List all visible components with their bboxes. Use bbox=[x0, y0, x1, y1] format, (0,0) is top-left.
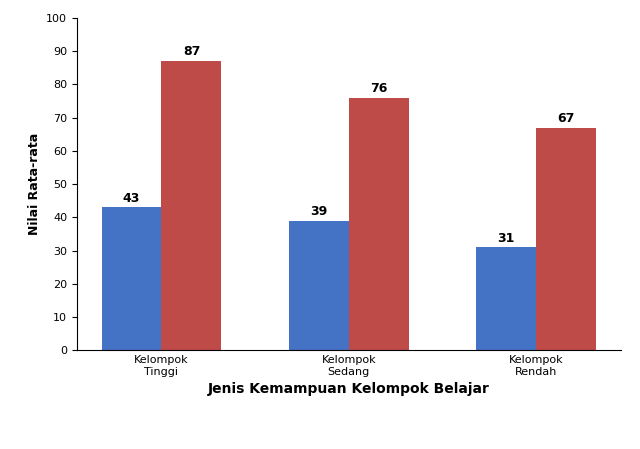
Bar bbox=[349, 98, 409, 350]
Text: 76: 76 bbox=[370, 82, 387, 95]
Text: 87: 87 bbox=[183, 45, 200, 58]
Text: 39: 39 bbox=[310, 205, 328, 218]
Bar bbox=[102, 207, 161, 350]
Text: 67: 67 bbox=[557, 112, 575, 125]
Bar bbox=[161, 61, 221, 350]
Bar bbox=[536, 128, 596, 350]
Y-axis label: Nilai Rata-rata: Nilai Rata-rata bbox=[28, 133, 40, 235]
X-axis label: Jenis Kemampuan Kelompok Belajar: Jenis Kemampuan Kelompok Belajar bbox=[208, 382, 490, 396]
Bar bbox=[476, 247, 536, 350]
Text: 43: 43 bbox=[123, 192, 140, 205]
Bar bbox=[289, 220, 349, 350]
Text: 31: 31 bbox=[497, 232, 515, 245]
